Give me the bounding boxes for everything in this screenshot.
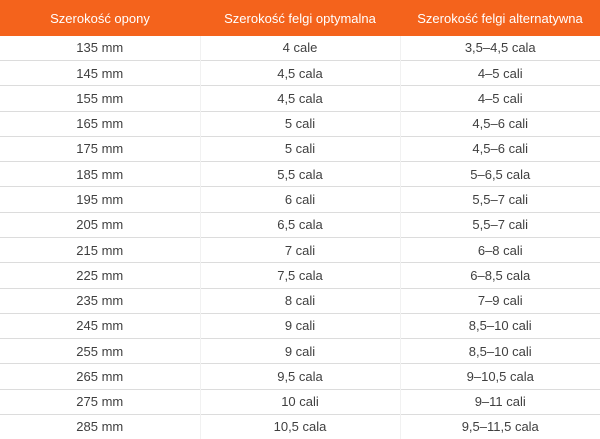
- cell-alternative-rim-width: 4,5–6 cali: [399, 135, 600, 162]
- cell-optimal-rim-width: 6 cali: [199, 186, 400, 213]
- cell-tire-width: 285 mm: [0, 413, 200, 439]
- table-head: Szerokość opony Szerokość felgi optymaln…: [0, 0, 600, 36]
- cell-alternative-rim-width: 6–8 cali: [399, 236, 600, 263]
- cell-alternative-rim-width: 4–5 cali: [399, 59, 600, 86]
- cell-tire-width: 265 mm: [0, 363, 200, 390]
- table-header-row: Szerokość opony Szerokość felgi optymaln…: [0, 0, 600, 36]
- cell-tire-width: 135 mm: [0, 36, 200, 61]
- cell-tire-width: 185 mm: [0, 161, 200, 187]
- table-row: 245 mm 9 cali 8,5–10 cali: [0, 312, 600, 339]
- cell-optimal-rim-width: 5 cali: [199, 135, 400, 162]
- cell-alternative-rim-width: 8,5–10 cali: [399, 312, 600, 339]
- cell-optimal-rim-width: 8 cali: [199, 287, 400, 314]
- cell-tire-width: 165 mm: [0, 110, 200, 137]
- table-row: 265 mm 9,5 cala 9–10,5 cala: [0, 363, 600, 390]
- cell-optimal-rim-width: 9,5 cala: [199, 363, 400, 390]
- cell-alternative-rim-width: 4–5 cali: [399, 85, 600, 112]
- cell-alternative-rim-width: 9–10,5 cala: [399, 363, 600, 390]
- table-row: 235 mm 8 cali 7–9 cali: [0, 287, 600, 314]
- cell-optimal-rim-width: 4,5 cala: [199, 59, 400, 86]
- table-body: 135 mm 4 cale 3,5–4,5 cala 145 mm 4,5 cala 4–…: [0, 36, 600, 439]
- cell-optimal-rim-width: 9 cali: [199, 338, 400, 364]
- table-row: 275 mm 10 cali 9–11 cali: [0, 388, 600, 415]
- cell-alternative-rim-width: 8,5–10 cali: [399, 338, 600, 364]
- cell-alternative-rim-width: 5,5–7 cali: [399, 186, 600, 213]
- cell-alternative-rim-width: 5–6,5 cala: [399, 161, 600, 187]
- table-row: 285 mm 10,5 cala 9,5–11,5 cala: [0, 413, 600, 439]
- cell-optimal-rim-width: 7 cali: [199, 236, 400, 263]
- cell-optimal-rim-width: 10 cali: [199, 388, 400, 415]
- cell-optimal-rim-width: 4,5 cala: [199, 85, 400, 112]
- cell-optimal-rim-width: 4 cale: [199, 36, 400, 61]
- cell-alternative-rim-width: 6–8,5 cala: [399, 262, 600, 289]
- cell-alternative-rim-width: 5,5–7 cali: [399, 211, 600, 238]
- cell-optimal-rim-width: 6,5 cala: [199, 211, 400, 238]
- column-header-optimal-rim-width: Szerokość felgi optymalna: [224, 10, 376, 26]
- cell-tire-width: 225 mm: [0, 262, 200, 289]
- table-row: 255 mm 9 cali 8,5–10 cali: [0, 338, 600, 364]
- cell-tire-width: 175 mm: [0, 135, 200, 162]
- table-row: 175 mm 5 cali 4,5–6 cali: [0, 135, 600, 162]
- cell-tire-width: 195 mm: [0, 186, 200, 213]
- cell-alternative-rim-width: 9,5–11,5 cala: [399, 413, 600, 439]
- cell-optimal-rim-width: 5 cali: [199, 110, 400, 137]
- table-row: 215 mm 7 cali 6–8 cali: [0, 236, 600, 263]
- table-row: 225 mm 7,5 cala 6–8,5 cala: [0, 262, 600, 289]
- cell-optimal-rim-width: 5,5 cala: [199, 161, 400, 187]
- column-header-tire-width: Szerokość opony: [50, 10, 150, 26]
- table-row: 145 mm 4,5 cala 4–5 cali: [0, 59, 600, 86]
- cell-tire-width: 255 mm: [0, 338, 200, 364]
- table-row: 185 mm 5,5 cala 5–6,5 cala: [0, 161, 600, 187]
- table-row: 165 mm 5 cali 4,5–6 cali: [0, 110, 600, 137]
- cell-tire-width: 275 mm: [0, 388, 200, 415]
- cell-alternative-rim-width: 7–9 cali: [399, 287, 600, 314]
- cell-optimal-rim-width: 7,5 cala: [199, 262, 400, 289]
- cell-tire-width: 145 mm: [0, 59, 200, 86]
- table-row: 155 mm 4,5 cala 4–5 cali: [0, 85, 600, 112]
- cell-tire-width: 245 mm: [0, 312, 200, 339]
- cell-tire-width: 235 mm: [0, 287, 200, 314]
- cell-optimal-rim-width: 10,5 cala: [199, 413, 400, 439]
- table-row: 205 mm 6,5 cala 5,5–7 cali: [0, 211, 600, 238]
- cell-alternative-rim-width: 9–11 cali: [399, 388, 600, 415]
- cell-optimal-rim-width: 9 cali: [199, 312, 400, 339]
- table-row: 195 mm 6 cali 5,5–7 cali: [0, 186, 600, 213]
- cell-tire-width: 215 mm: [0, 236, 200, 263]
- column-header-alternative-rim-width: Szerokość felgi alternatywna: [417, 10, 583, 26]
- cell-alternative-rim-width: 4,5–6 cali: [399, 110, 600, 137]
- cell-tire-width: 155 mm: [0, 85, 200, 112]
- cell-tire-width: 205 mm: [0, 211, 200, 238]
- table-row: 135 mm 4 cale 3,5–4,5 cala: [0, 36, 600, 61]
- cell-alternative-rim-width: 3,5–4,5 cala: [399, 36, 600, 61]
